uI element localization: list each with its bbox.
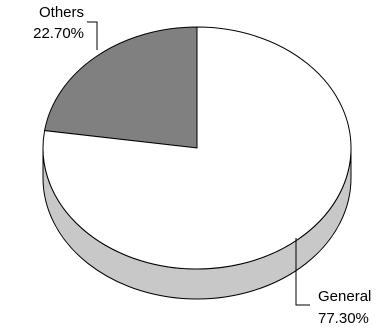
general-value-label: 77.30%: [318, 310, 369, 327]
general-leader-line: [295, 238, 310, 306]
others-value-label: 22.70%: [33, 25, 84, 42]
pie-slice-others: [44, 26, 198, 149]
pie-slice-general: [42, 26, 352, 270]
pie-top-layer: [42, 26, 352, 270]
others-label: Others: [39, 4, 84, 21]
general-label: General: [318, 288, 371, 305]
others-leader-line: [87, 21, 98, 50]
